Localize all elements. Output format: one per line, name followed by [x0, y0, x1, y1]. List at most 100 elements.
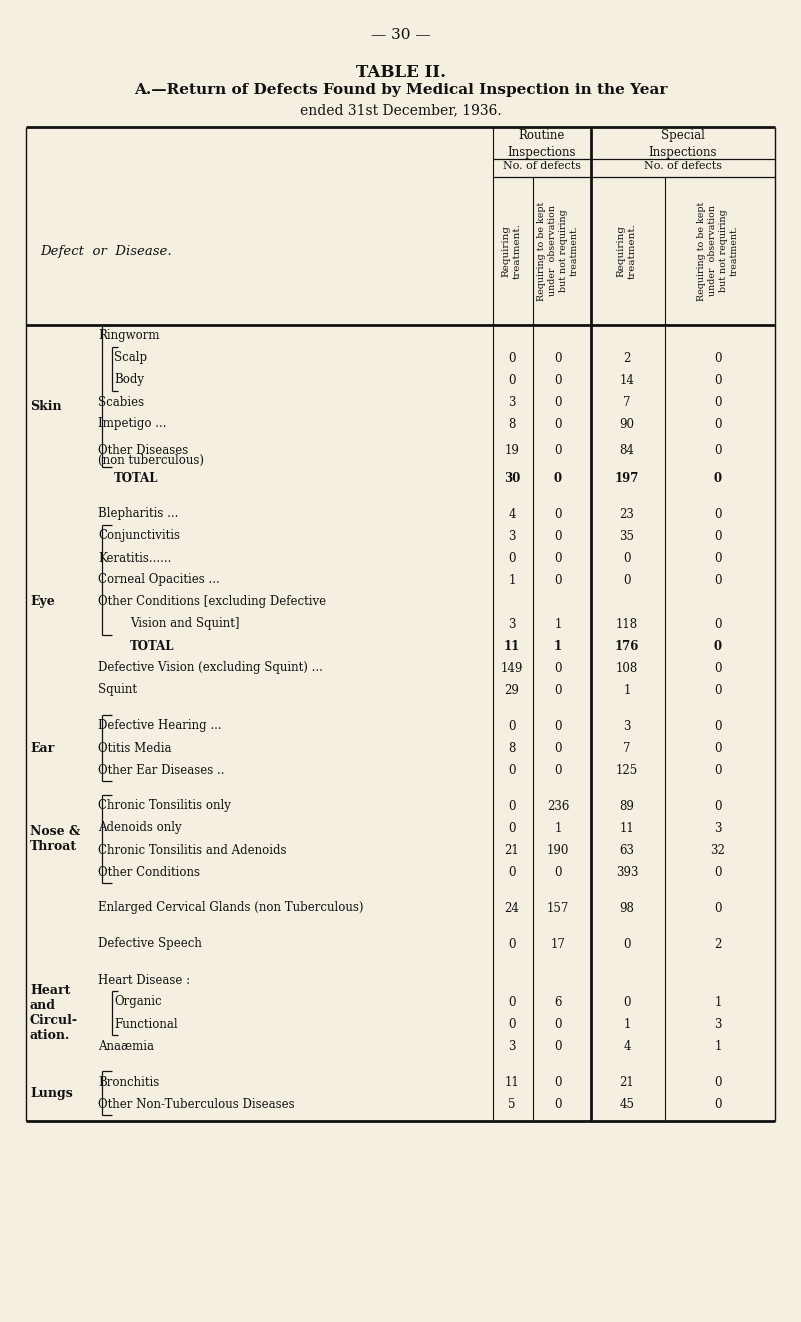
Text: Other Non-Tuberculous Diseases: Other Non-Tuberculous Diseases [98, 1097, 295, 1110]
Text: 98: 98 [619, 902, 634, 915]
Text: — 30 —: — 30 — [371, 28, 430, 42]
Text: Bronchitis: Bronchitis [98, 1076, 159, 1088]
Text: 125: 125 [616, 764, 638, 776]
Text: Organic: Organic [114, 995, 162, 1009]
Text: 8: 8 [509, 742, 516, 755]
Text: 3: 3 [714, 1018, 722, 1031]
Text: 0: 0 [509, 719, 516, 732]
Text: 149: 149 [501, 661, 523, 674]
Text: 0: 0 [554, 374, 562, 386]
Text: 190: 190 [547, 843, 570, 857]
Text: Heart Disease :: Heart Disease : [98, 973, 190, 986]
Text: 0: 0 [554, 719, 562, 732]
Text: Blepharitis ...: Blepharitis ... [98, 508, 179, 521]
Text: 0: 0 [714, 418, 722, 431]
Text: Squint: Squint [98, 683, 137, 697]
Text: 0: 0 [714, 617, 722, 631]
Text: No. of defects: No. of defects [644, 161, 722, 171]
Text: 0: 0 [554, 683, 562, 697]
Text: Defective Hearing ...: Defective Hearing ... [98, 719, 222, 732]
Text: 0: 0 [714, 764, 722, 776]
Text: 0: 0 [714, 866, 722, 879]
Text: 0: 0 [509, 995, 516, 1009]
Text: Lungs: Lungs [30, 1087, 73, 1100]
Text: 35: 35 [619, 530, 634, 542]
Text: 0: 0 [714, 683, 722, 697]
Text: 0: 0 [554, 352, 562, 365]
Text: Other Conditions: Other Conditions [98, 866, 200, 879]
Text: 0: 0 [509, 937, 516, 951]
Text: 0: 0 [509, 821, 516, 834]
Text: 2: 2 [623, 352, 630, 365]
Text: A.—Return of Defects Found by Medical Inspection in the Year: A.—Return of Defects Found by Medical In… [134, 83, 667, 97]
Text: 3: 3 [509, 617, 516, 631]
Text: Other Ear Diseases ..: Other Ear Diseases .. [98, 764, 224, 776]
Text: 118: 118 [616, 617, 638, 631]
Text: 14: 14 [619, 374, 634, 386]
Text: 0: 0 [714, 551, 722, 564]
Text: No. of defects: No. of defects [503, 161, 581, 171]
Text: 7: 7 [623, 742, 630, 755]
Text: Body: Body [114, 374, 144, 386]
Text: 0: 0 [554, 1076, 562, 1088]
Text: 0: 0 [714, 742, 722, 755]
Text: 3: 3 [623, 719, 630, 732]
Text: 0: 0 [554, 530, 562, 542]
Text: 0: 0 [554, 1097, 562, 1110]
Text: 197: 197 [615, 472, 639, 484]
Text: 0: 0 [714, 395, 722, 408]
Text: 393: 393 [616, 866, 638, 879]
Text: 0: 0 [554, 418, 562, 431]
Text: 236: 236 [547, 800, 570, 813]
Text: 0: 0 [554, 1018, 562, 1031]
Text: 0: 0 [623, 937, 630, 951]
Text: 17: 17 [550, 937, 566, 951]
Text: 0: 0 [554, 1039, 562, 1052]
Text: 11: 11 [504, 640, 520, 653]
Text: Impetigo ...: Impetigo ... [98, 418, 167, 431]
Text: 0: 0 [554, 866, 562, 879]
Text: 0: 0 [554, 661, 562, 674]
Text: Requiring
treatment.: Requiring treatment. [502, 223, 522, 279]
Text: 157: 157 [547, 902, 570, 915]
Text: Nose &
Throat: Nose & Throat [30, 825, 80, 853]
Text: 3: 3 [509, 530, 516, 542]
Text: 0: 0 [714, 661, 722, 674]
Text: 1: 1 [714, 995, 722, 1009]
Text: Special
Inspections: Special Inspections [649, 130, 717, 159]
Text: 0: 0 [714, 472, 722, 484]
Text: TOTAL: TOTAL [130, 640, 175, 653]
Text: 1: 1 [714, 1039, 722, 1052]
Text: 45: 45 [619, 1097, 634, 1110]
Text: (non tuberculous): (non tuberculous) [98, 455, 204, 468]
Text: Heart
and
Circul-
ation.: Heart and Circul- ation. [30, 984, 78, 1042]
Text: 1: 1 [623, 683, 630, 697]
Text: Other Conditions [excluding Defective: Other Conditions [excluding Defective [98, 595, 326, 608]
Text: Adenoids only: Adenoids only [98, 821, 182, 834]
Text: Ringworm: Ringworm [98, 329, 159, 342]
Text: 4: 4 [623, 1039, 630, 1052]
Text: Defective Vision (excluding Squint) ...: Defective Vision (excluding Squint) ... [98, 661, 323, 674]
Text: 0: 0 [509, 352, 516, 365]
Text: 0: 0 [714, 640, 722, 653]
Text: 3: 3 [509, 1039, 516, 1052]
Text: Requiring to be kept
under  observation
but not requiring
treatment.: Requiring to be kept under observation b… [537, 201, 578, 300]
Text: Skin: Skin [30, 401, 62, 414]
Text: 0: 0 [714, 1097, 722, 1110]
Text: 0: 0 [714, 574, 722, 587]
Text: 0: 0 [714, 374, 722, 386]
Text: 29: 29 [505, 683, 519, 697]
Text: 0: 0 [554, 764, 562, 776]
Text: Anaæmia: Anaæmia [98, 1039, 154, 1052]
Text: 1: 1 [554, 640, 562, 653]
Text: 11: 11 [505, 1076, 519, 1088]
Text: 0: 0 [509, 800, 516, 813]
Text: Chronic Tonsilitis only: Chronic Tonsilitis only [98, 800, 231, 813]
Text: 0: 0 [714, 530, 722, 542]
Text: 2: 2 [714, 937, 722, 951]
Text: Other Diseases: Other Diseases [98, 444, 188, 457]
Text: 0: 0 [554, 395, 562, 408]
Text: Conjunctivitis: Conjunctivitis [98, 530, 180, 542]
Text: 0: 0 [509, 374, 516, 386]
Text: 0: 0 [623, 574, 630, 587]
